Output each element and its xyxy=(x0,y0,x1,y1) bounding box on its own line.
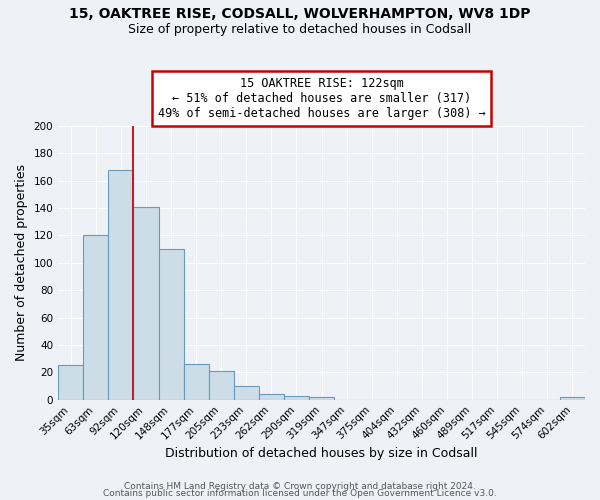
Text: Contains HM Land Registry data © Crown copyright and database right 2024.: Contains HM Land Registry data © Crown c… xyxy=(124,482,476,491)
Bar xyxy=(259,394,284,400)
X-axis label: Distribution of detached houses by size in Codsall: Distribution of detached houses by size … xyxy=(166,447,478,460)
Y-axis label: Number of detached properties: Number of detached properties xyxy=(15,164,28,361)
Bar xyxy=(58,366,83,400)
Text: 15 OAKTREE RISE: 122sqm
← 51% of detached houses are smaller (317)
49% of semi-d: 15 OAKTREE RISE: 122sqm ← 51% of detache… xyxy=(158,77,485,120)
Bar xyxy=(234,386,259,400)
Bar xyxy=(209,371,234,400)
Bar xyxy=(560,397,585,400)
Text: Size of property relative to detached houses in Codsall: Size of property relative to detached ho… xyxy=(128,22,472,36)
Bar xyxy=(158,249,184,400)
Text: Contains public sector information licensed under the Open Government Licence v3: Contains public sector information licen… xyxy=(103,488,497,498)
Bar xyxy=(284,396,309,400)
Bar xyxy=(184,364,209,400)
Text: 15, OAKTREE RISE, CODSALL, WOLVERHAMPTON, WV8 1DP: 15, OAKTREE RISE, CODSALL, WOLVERHAMPTON… xyxy=(69,8,531,22)
Bar xyxy=(309,397,334,400)
Bar xyxy=(133,206,158,400)
Bar xyxy=(83,236,109,400)
Bar xyxy=(109,170,133,400)
